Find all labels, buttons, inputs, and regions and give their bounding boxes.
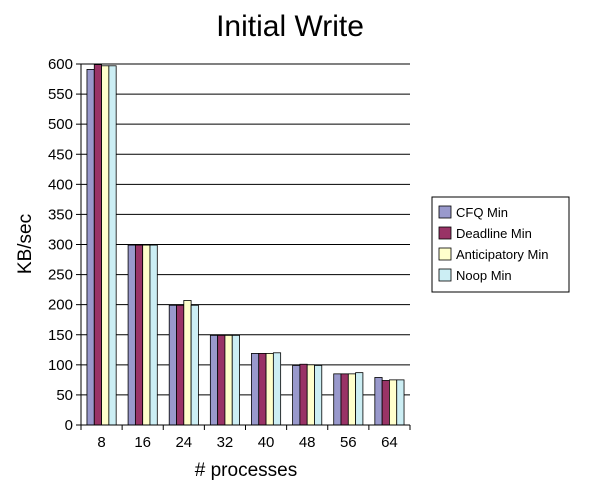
bar-noop-min-56: [355, 372, 364, 426]
x-tick-label: 16: [134, 434, 151, 451]
x-tick-label: 64: [381, 434, 398, 451]
bar-anticipatory-min-56: [347, 373, 357, 426]
bar-noop-min-24: [190, 304, 199, 426]
bar-anticipatory-min-24: [183, 300, 192, 426]
legend-swatch: [438, 205, 452, 219]
y-tick-label: 250: [48, 267, 73, 284]
y-tick-label: 550: [48, 86, 73, 103]
bar-deadline-min-8: [93, 64, 102, 426]
bar-cfq-min-48: [292, 365, 301, 426]
bar-cfq-min-64: [374, 377, 383, 426]
x-tick-labels: 8 16 24 32 40 48 56 64: [97, 434, 397, 451]
bar-deadline-min-56: [340, 373, 349, 426]
bar-anticipatory-min-32: [224, 334, 233, 426]
bar-anticipatory-min-64: [389, 379, 398, 426]
bar-deadline-min-40: [258, 353, 267, 426]
y-tick-label: 100: [48, 357, 73, 374]
bar-cfq-min-24: [168, 304, 177, 426]
bar-anticipatory-min-8: [101, 65, 110, 426]
bar-cfq-min-16: [127, 244, 136, 426]
bar-noop-min-8: [108, 65, 117, 426]
bar-deadline-min-24: [176, 304, 185, 426]
legend-swatch: [438, 247, 452, 261]
bar-cfq-min-40: [251, 353, 260, 426]
bar-noop-min-48: [314, 365, 323, 426]
y-tick-label: 150: [48, 327, 73, 344]
bar-cfq-min-56: [333, 373, 342, 426]
x-tick-label: 56: [340, 434, 357, 451]
y-tick-label: 300: [48, 237, 73, 254]
bar-anticipatory-min-48: [306, 364, 315, 426]
legend: CFQ Min Deadline Min Anticipatory Min Noop …: [431, 196, 570, 293]
x-tick-label: 32: [217, 434, 234, 451]
y-tick-labels: 0 50 100 150 200 250 300 350 400 450 500 550 600: [48, 56, 73, 434]
x-tick-label: 48: [299, 434, 316, 451]
y-tick-label: 200: [48, 297, 73, 314]
legend-label: Anticipatory Min: [456, 247, 548, 262]
y-axis-label: KB/sec: [15, 214, 36, 274]
bar-deadline-min-64: [381, 380, 390, 426]
legend-swatch: [438, 268, 452, 282]
x-tick-label: 8: [97, 434, 105, 451]
legend-label: Noop Min: [456, 268, 512, 283]
bar-anticipatory-min-40: [265, 353, 274, 426]
bar-cfq-min-8: [86, 69, 95, 426]
legend-box: [431, 196, 570, 293]
y-tick-label: 350: [48, 206, 73, 223]
y-tick-label: 400: [48, 176, 73, 193]
x-tick-label: 40: [258, 434, 275, 451]
bar-anticipatory-min-16: [142, 244, 151, 426]
y-tick-label: 600: [48, 56, 73, 73]
bar-noop-min-16: [149, 244, 158, 426]
bar-noop-min-64: [396, 379, 405, 426]
bar-deadline-min-16: [134, 244, 144, 426]
chart-title: Initial Write: [216, 10, 364, 43]
axes: [80, 64, 410, 426]
x-axis-label: # processes: [195, 460, 297, 481]
x-tick-label: 24: [175, 434, 192, 451]
legend-label: CFQ Min: [456, 205, 508, 220]
y-tick-label: 450: [48, 146, 73, 163]
bar-noop-min-32: [231, 334, 240, 426]
legend-label: Deadline Min: [456, 226, 532, 241]
y-tick-label: 500: [48, 116, 73, 133]
bar-deadline-min-48: [299, 363, 308, 426]
y-tick-label: 50: [56, 387, 73, 404]
bar-noop-min-40: [272, 352, 282, 426]
bar-cfq-min-32: [209, 334, 219, 426]
y-tick-label: 0: [65, 417, 73, 434]
bar-deadline-min-32: [217, 334, 226, 426]
legend-swatch: [438, 226, 452, 240]
